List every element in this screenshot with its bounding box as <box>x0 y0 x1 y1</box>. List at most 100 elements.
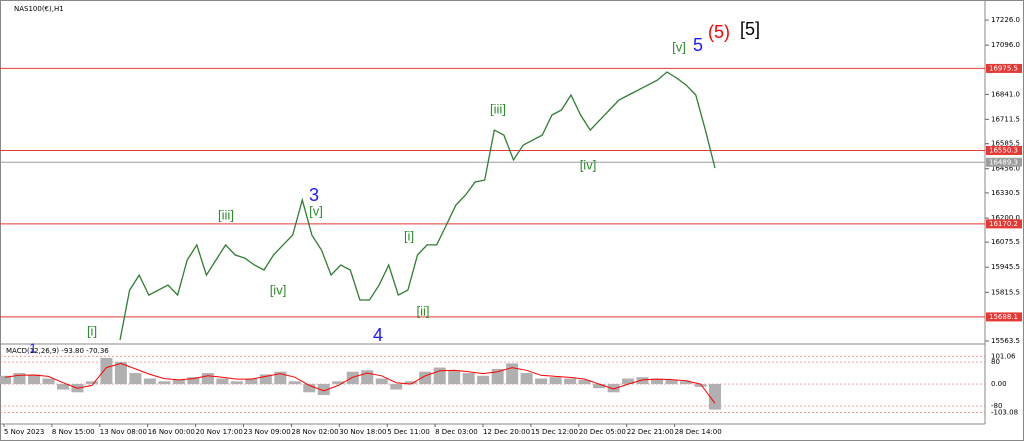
x-tick-label: 15 Dec 12:00 <box>531 428 578 436</box>
level-label: 16550.3 <box>989 146 1018 154</box>
macd-bar <box>462 373 475 385</box>
x-tick-label: 30 Nov 18:00 <box>339 428 386 436</box>
level-tag <box>986 312 1022 322</box>
macd-bar <box>317 384 330 396</box>
wave-label: (5) <box>708 22 730 42</box>
x-tick-label: 23 Nov 09:00 <box>244 428 291 436</box>
level-label: 16975.5 <box>989 64 1018 72</box>
macd-bar <box>100 357 113 385</box>
level-tag <box>986 157 1022 167</box>
x-tick-label: 8 Nov 15:00 <box>52 428 95 436</box>
x-tick-label: 12 Dec 20:00 <box>483 428 530 436</box>
wave-label: [iii] <box>218 207 234 222</box>
level-label: 15688.1 <box>989 313 1018 321</box>
y-tick-label: 16200.0 <box>991 214 1020 222</box>
macd-label: MACD(12,26,9) -93.80 -70.36 <box>6 347 109 355</box>
macd-bar <box>288 381 301 385</box>
macd-bar <box>607 384 620 393</box>
macd-bar <box>549 377 562 385</box>
wave-label: [v] <box>672 39 686 54</box>
y-tick-label: 17226.0 <box>991 16 1020 24</box>
x-tick-label: 5 Dec 11:00 <box>387 428 430 436</box>
macd-bar <box>535 378 548 385</box>
macd-bar <box>85 381 98 385</box>
macd-bar <box>636 377 649 385</box>
price-line <box>119 71 716 341</box>
macd-bar <box>694 384 707 387</box>
macd-bar <box>303 384 316 393</box>
macd-bar <box>506 363 519 385</box>
wave-label: [ii] <box>417 303 430 318</box>
macd-bar <box>622 378 635 385</box>
macd-bar <box>448 370 461 385</box>
wave-label: 3 <box>309 185 319 205</box>
macd-bar <box>27 374 40 385</box>
macd-bar <box>201 373 214 385</box>
wave-label: [iii] <box>490 101 506 116</box>
x-tick-label: 20 Nov 17:00 <box>196 428 243 436</box>
y-tick-label: -80 <box>991 402 1002 410</box>
y-tick-label: 15945.5 <box>991 263 1020 271</box>
y-tick-label: 16330.5 <box>991 189 1020 197</box>
macd-bar <box>390 384 403 390</box>
y-tick-label: 16711.5 <box>991 115 1020 123</box>
level-tag <box>986 145 1022 155</box>
macd-bar <box>158 381 171 385</box>
macd-bar <box>665 379 678 385</box>
y-tick-label: 15815.5 <box>991 288 1020 296</box>
wave-label: [i] <box>87 323 97 338</box>
macd-bar <box>56 384 69 390</box>
y-tick-label: 101.06 <box>991 352 1016 360</box>
macd-bar <box>172 379 185 385</box>
macd-bar <box>332 381 345 385</box>
wave-label: 5 <box>693 35 703 55</box>
y-tick-label: 17096.0 <box>991 41 1020 49</box>
macd-bar <box>375 378 388 385</box>
macd-bar <box>491 368 504 385</box>
macd-bar <box>361 370 374 385</box>
x-tick-label: 22 Dec 21:00 <box>627 428 674 436</box>
signal-line <box>4 362 716 404</box>
macd-bar <box>404 381 417 385</box>
y-tick-label: 16841.0 <box>991 90 1020 98</box>
y-tick-label: 16585.5 <box>991 140 1020 148</box>
level-tag <box>986 63 1022 73</box>
wave-label: [iv] <box>580 157 597 172</box>
x-tick-label: 16 Nov 00:00 <box>148 428 195 436</box>
macd-bar <box>187 377 200 385</box>
x-tick-label: 20 Dec 05:00 <box>579 428 626 436</box>
macd-bar <box>259 374 272 385</box>
macd-bar <box>564 378 577 385</box>
y-tick-label: 0.00 <box>991 380 1007 388</box>
macd-bar <box>245 378 258 385</box>
wave-label: [i] <box>404 228 414 243</box>
macd-bar <box>520 373 533 385</box>
wave-label: 1 <box>29 340 36 355</box>
macd-bar <box>42 378 55 385</box>
level-label: 16489.3 <box>989 158 1018 166</box>
x-tick-label: 8 Dec 03:00 <box>435 428 478 436</box>
macd-bar <box>651 378 664 385</box>
y-tick-label: 16456.0 <box>991 165 1020 173</box>
wave-label: 4 <box>373 325 383 345</box>
wave-label: [v] <box>309 203 323 218</box>
macd-bar <box>680 381 693 385</box>
macd-bar <box>433 367 446 385</box>
macd-bar <box>230 381 243 385</box>
macd-bar <box>114 362 127 385</box>
macd-bar <box>0 375 11 385</box>
macd-bar <box>709 384 721 410</box>
macd-bar <box>477 375 490 385</box>
macd-bar <box>593 384 606 389</box>
y-tick-label: 15563.5 <box>991 337 1020 345</box>
macd-bar <box>346 371 359 385</box>
x-tick-label: 5 Nov 2023 <box>4 428 44 436</box>
wave-label: [iv] <box>270 282 287 297</box>
level-tag <box>986 219 1022 229</box>
level-label: 16170.2 <box>989 220 1018 228</box>
x-tick-label: 13 Nov 08:00 <box>100 428 147 436</box>
y-tick-label: -103.08 <box>991 408 1018 416</box>
x-tick-label: 28 Nov 02:00 <box>291 428 338 436</box>
macd-bar <box>143 378 156 385</box>
